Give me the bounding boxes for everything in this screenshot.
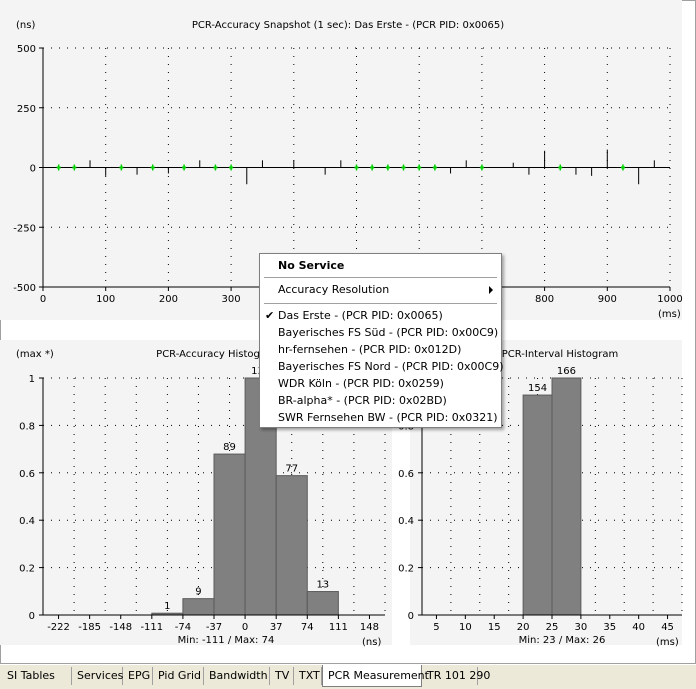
histogram-summary: Min: -111 / Max: 74 [178,635,275,646]
menu-item-no-service[interactable]: No Service [260,257,501,275]
histogram-xlabel: (ns) [362,637,381,648]
x-tick-label: 111 [329,622,348,633]
x-tick-label: 300 [222,294,241,305]
x-tick-label: 0 [242,622,248,633]
x-tick-label: 900 [598,294,617,305]
y-tick-label: 0.6 [398,469,414,480]
menu-item-service-label: Bayerisches FS Süd - (PCR PID: 0x00C9) [278,326,499,339]
bar-value-label: 154 [528,383,547,394]
histogram-bar [522,394,553,616]
x-tick-label: 37 [270,622,283,633]
x-tick-label: 100 [96,294,115,305]
bar-value-label: 9 [195,587,201,598]
menu-item-service-label: Bayerisches FS Nord - (PCR PID: 0x00C9) [278,360,504,373]
x-tick-label: -222 [47,622,70,633]
tab-services[interactable]: Services [72,667,123,685]
tab-tv[interactable]: TV [270,667,294,685]
x-tick-label: -74 [175,622,191,633]
histogram-bar [213,453,246,616]
y-tick-label: 0.2 [398,564,414,575]
menu-item-service[interactable]: BR-alpha* - (PCR PID: 0x02BD) [260,392,501,410]
histogram-title: PCR-Accuracy Histogram [156,349,280,360]
menu-item-service-label: BR-alpha* - (PCR PID: 0x02BD) [278,394,447,407]
menu-item-service[interactable]: Bayerisches FS Nord - (PCR PID: 0x00C9) [260,358,504,376]
bar-value-label: 166 [557,366,576,377]
x-tick-label: 40 [632,622,645,633]
y-tick-label: 0 [30,164,36,175]
histogram-xlabel: (ms) [656,637,679,648]
service-context-menu: No Service Accuracy Resolution ✔ Das Erst… [259,253,504,428]
x-tick-label: 74 [301,622,314,633]
histogram-bar [182,598,215,616]
x-tick-label: 45 [661,622,674,633]
x-tick-label: -37 [206,622,222,633]
y-tick-label: 250 [17,104,36,115]
checkmark-icon: ✔ [265,309,275,322]
menu-separator [264,277,497,278]
y-tick-label: 0 [408,611,414,622]
menu-item-accuracy-resolution[interactable]: Accuracy Resolution [260,281,501,299]
bar-value-label: 77 [285,464,298,475]
histogram-bar [275,475,308,616]
menu-item-accuracy-resolution-label: Accuracy Resolution [278,283,390,296]
y-tick-label: 0.8 [19,421,35,432]
x-tick-label: 35 [603,622,616,633]
menu-separator [264,303,497,304]
x-tick-label: -185 [78,622,101,633]
menu-item-service[interactable]: hr-fernsehen - (PCR PID: 0x012D) [260,341,501,359]
snapshot-title: PCR-Accuracy Snapshot (1 sec): Das Erste… [192,20,504,31]
menu-item-service-label: hr-fernsehen - (PCR PID: 0x012D) [278,343,462,356]
tab-epg[interactable]: EPG [123,667,153,685]
y-tick-label: -250 [13,223,36,234]
menu-item-service[interactable]: ✔ Das Erste - (PCR PID: 0x0065) [260,307,501,325]
y-tick-label: 0.2 [19,564,35,575]
tab-tr-101-290[interactable]: TR 101 290 [422,667,490,685]
snapshot-xlabel: (ms) [658,309,681,320]
y-tick-label: 500 [17,44,36,55]
x-tick-label: 10 [459,622,472,633]
x-tick-label: 20 [517,622,530,633]
tab-bandwidth[interactable]: Bandwidth [204,667,270,685]
x-tick-label: -111 [140,622,163,633]
y-tick-label: 1 [29,374,35,385]
histogram-bar [306,591,339,616]
y-tick-label: -500 [13,283,36,294]
bar-value-label: 13 [316,580,329,591]
histogram-summary: Min: 23 / Max: 26 [519,635,606,646]
x-tick-label: 200 [159,294,178,305]
x-tick-label: 0 [40,294,46,305]
x-tick-label: 25 [546,622,559,633]
tab-txt[interactable]: TXT [294,667,322,685]
menu-item-service-label: WDR Köln - (PCR PID: 0x0259) [278,377,444,390]
menu-item-service-label: Das Erste - (PCR PID: 0x0065) [278,309,443,322]
menu-item-no-service-label: No Service [278,259,345,272]
snapshot-ylabel: (ns) [16,20,35,31]
y-tick-label: 0.6 [19,469,35,480]
tab-si-tables[interactable]: SI Tables [2,667,72,685]
tab-pid-grid[interactable]: Pid Grid [153,667,204,685]
histogram-ylabel: (max *) [16,349,54,360]
histogram-bar [551,377,582,616]
x-tick-label: 5 [433,622,439,633]
x-tick-label: 800 [535,294,554,305]
x-tick-label: 148 [360,622,379,633]
menu-item-service[interactable]: SWR Fernsehen BW - (PCR PID: 0x0321) [260,409,501,427]
submenu-arrow-icon [489,286,493,294]
bottom-tab-strip: SI Tables Services EPG Pid Grid Bandwidth TV T… [0,664,696,689]
histogram-title: PCR-Interval Histogram [502,349,619,360]
y-tick-label: 0.4 [398,516,414,527]
y-tick-label: 0.4 [19,516,35,527]
tab-pcr-measurement[interactable]: PCR Measurement [322,665,429,687]
menu-item-service-label: SWR Fernsehen BW - (PCR PID: 0x0321) [278,411,498,424]
bar-value-label: 1 [164,601,170,612]
y-tick-label: 0 [29,611,35,622]
x-tick-label: 1000 [657,294,682,305]
menu-item-service[interactable]: Bayerisches FS Süd - (PCR PID: 0x00C9) [260,324,501,342]
bar-value-label: 89 [223,442,236,453]
x-tick-label: -148 [109,622,132,633]
x-tick-label: 15 [488,622,501,633]
menu-item-service[interactable]: WDR Köln - (PCR PID: 0x0259) [260,375,501,393]
x-tick-label: 30 [575,622,588,633]
